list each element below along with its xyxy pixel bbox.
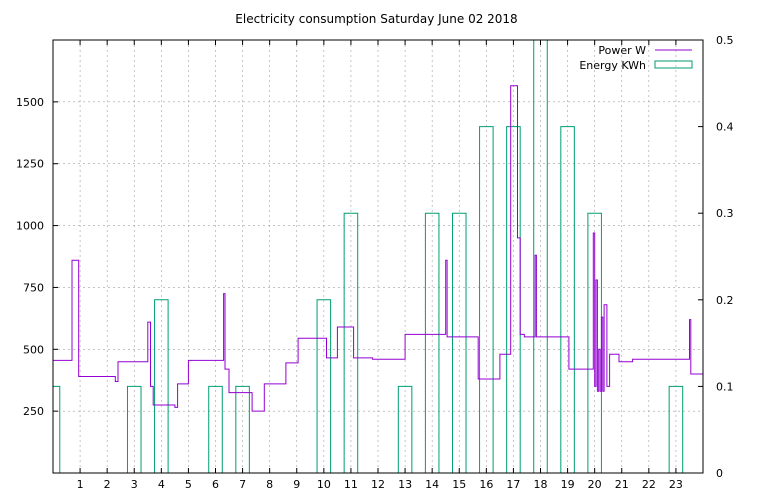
y2-tick-label: 0.1 — [716, 380, 734, 393]
x-tick-label: 23 — [669, 478, 683, 491]
x-tick-label: 17 — [506, 478, 520, 491]
x-tick-label: 1 — [77, 478, 84, 491]
x-tick-label: 12 — [371, 478, 385, 491]
legend-label-energy: Energy KWh — [579, 59, 646, 72]
y-tick-label: 750 — [23, 281, 44, 294]
x-tick-label: 10 — [317, 478, 331, 491]
energy-bar — [154, 299, 169, 473]
x-tick-label: 13 — [398, 478, 412, 491]
y2-tick-label: 0.5 — [716, 34, 734, 47]
legend: Power W Energy KWh — [579, 44, 693, 72]
x-tick-label: 7 — [239, 478, 246, 491]
energy-bar — [479, 126, 494, 473]
x-tick-label: 14 — [425, 478, 439, 491]
y-tick-label: 1250 — [16, 158, 44, 171]
y-tick-label: 1000 — [16, 220, 44, 233]
energy-bar — [668, 385, 684, 473]
legend-label-power: Power W — [598, 44, 646, 57]
x-tick-label: 11 — [344, 478, 358, 491]
x-tick-label: 16 — [479, 478, 493, 491]
x-tick-label: 6 — [212, 478, 219, 491]
energy-bar — [316, 299, 332, 473]
axes: 1 2 3 4 5 6 7 8 9 10 11 12 13 14 15 16 17 18 19 20 21 22 23250… — [16, 34, 734, 491]
energy-bar — [126, 385, 142, 473]
x-tick-label: 18 — [534, 478, 548, 491]
y2-tick-label: 0.2 — [716, 294, 734, 307]
energy-bar — [424, 212, 440, 473]
x-tick-label: 8 — [266, 478, 273, 491]
x-tick-label: 4 — [158, 478, 165, 491]
y2-tick-label: 0.3 — [716, 207, 734, 220]
x-tick-label: 22 — [642, 478, 656, 491]
y2-tick-label: 0 — [716, 467, 723, 480]
x-tick-label: 19 — [561, 478, 575, 491]
power-line — [53, 85, 703, 412]
x-tick-label: 20 — [588, 478, 602, 491]
energy-bar — [343, 212, 359, 473]
x-tick-label: 5 — [185, 478, 192, 491]
y-tick-label: 1500 — [16, 96, 44, 109]
chart-title: Electricity consumption Saturday June 02… — [235, 12, 517, 26]
power-line-layer — [53, 85, 703, 412]
energy-bar — [560, 126, 575, 473]
x-tick-label: 9 — [293, 478, 300, 491]
y2-tick-label: 0.4 — [716, 121, 734, 134]
energy-bar — [397, 385, 413, 473]
x-tick-label: 2 — [104, 478, 111, 491]
x-tick-label: 15 — [452, 478, 466, 491]
energy-bar — [235, 385, 250, 473]
y-tick-label: 250 — [23, 405, 44, 418]
energy-bar — [208, 385, 223, 473]
legend-swatch-energy — [654, 60, 693, 69]
x-tick-label: 21 — [615, 478, 629, 491]
x-tick-label: 3 — [131, 478, 138, 491]
energy-bars — [52, 39, 684, 473]
energy-bar — [451, 212, 467, 473]
y-tick-label: 500 — [23, 343, 44, 356]
